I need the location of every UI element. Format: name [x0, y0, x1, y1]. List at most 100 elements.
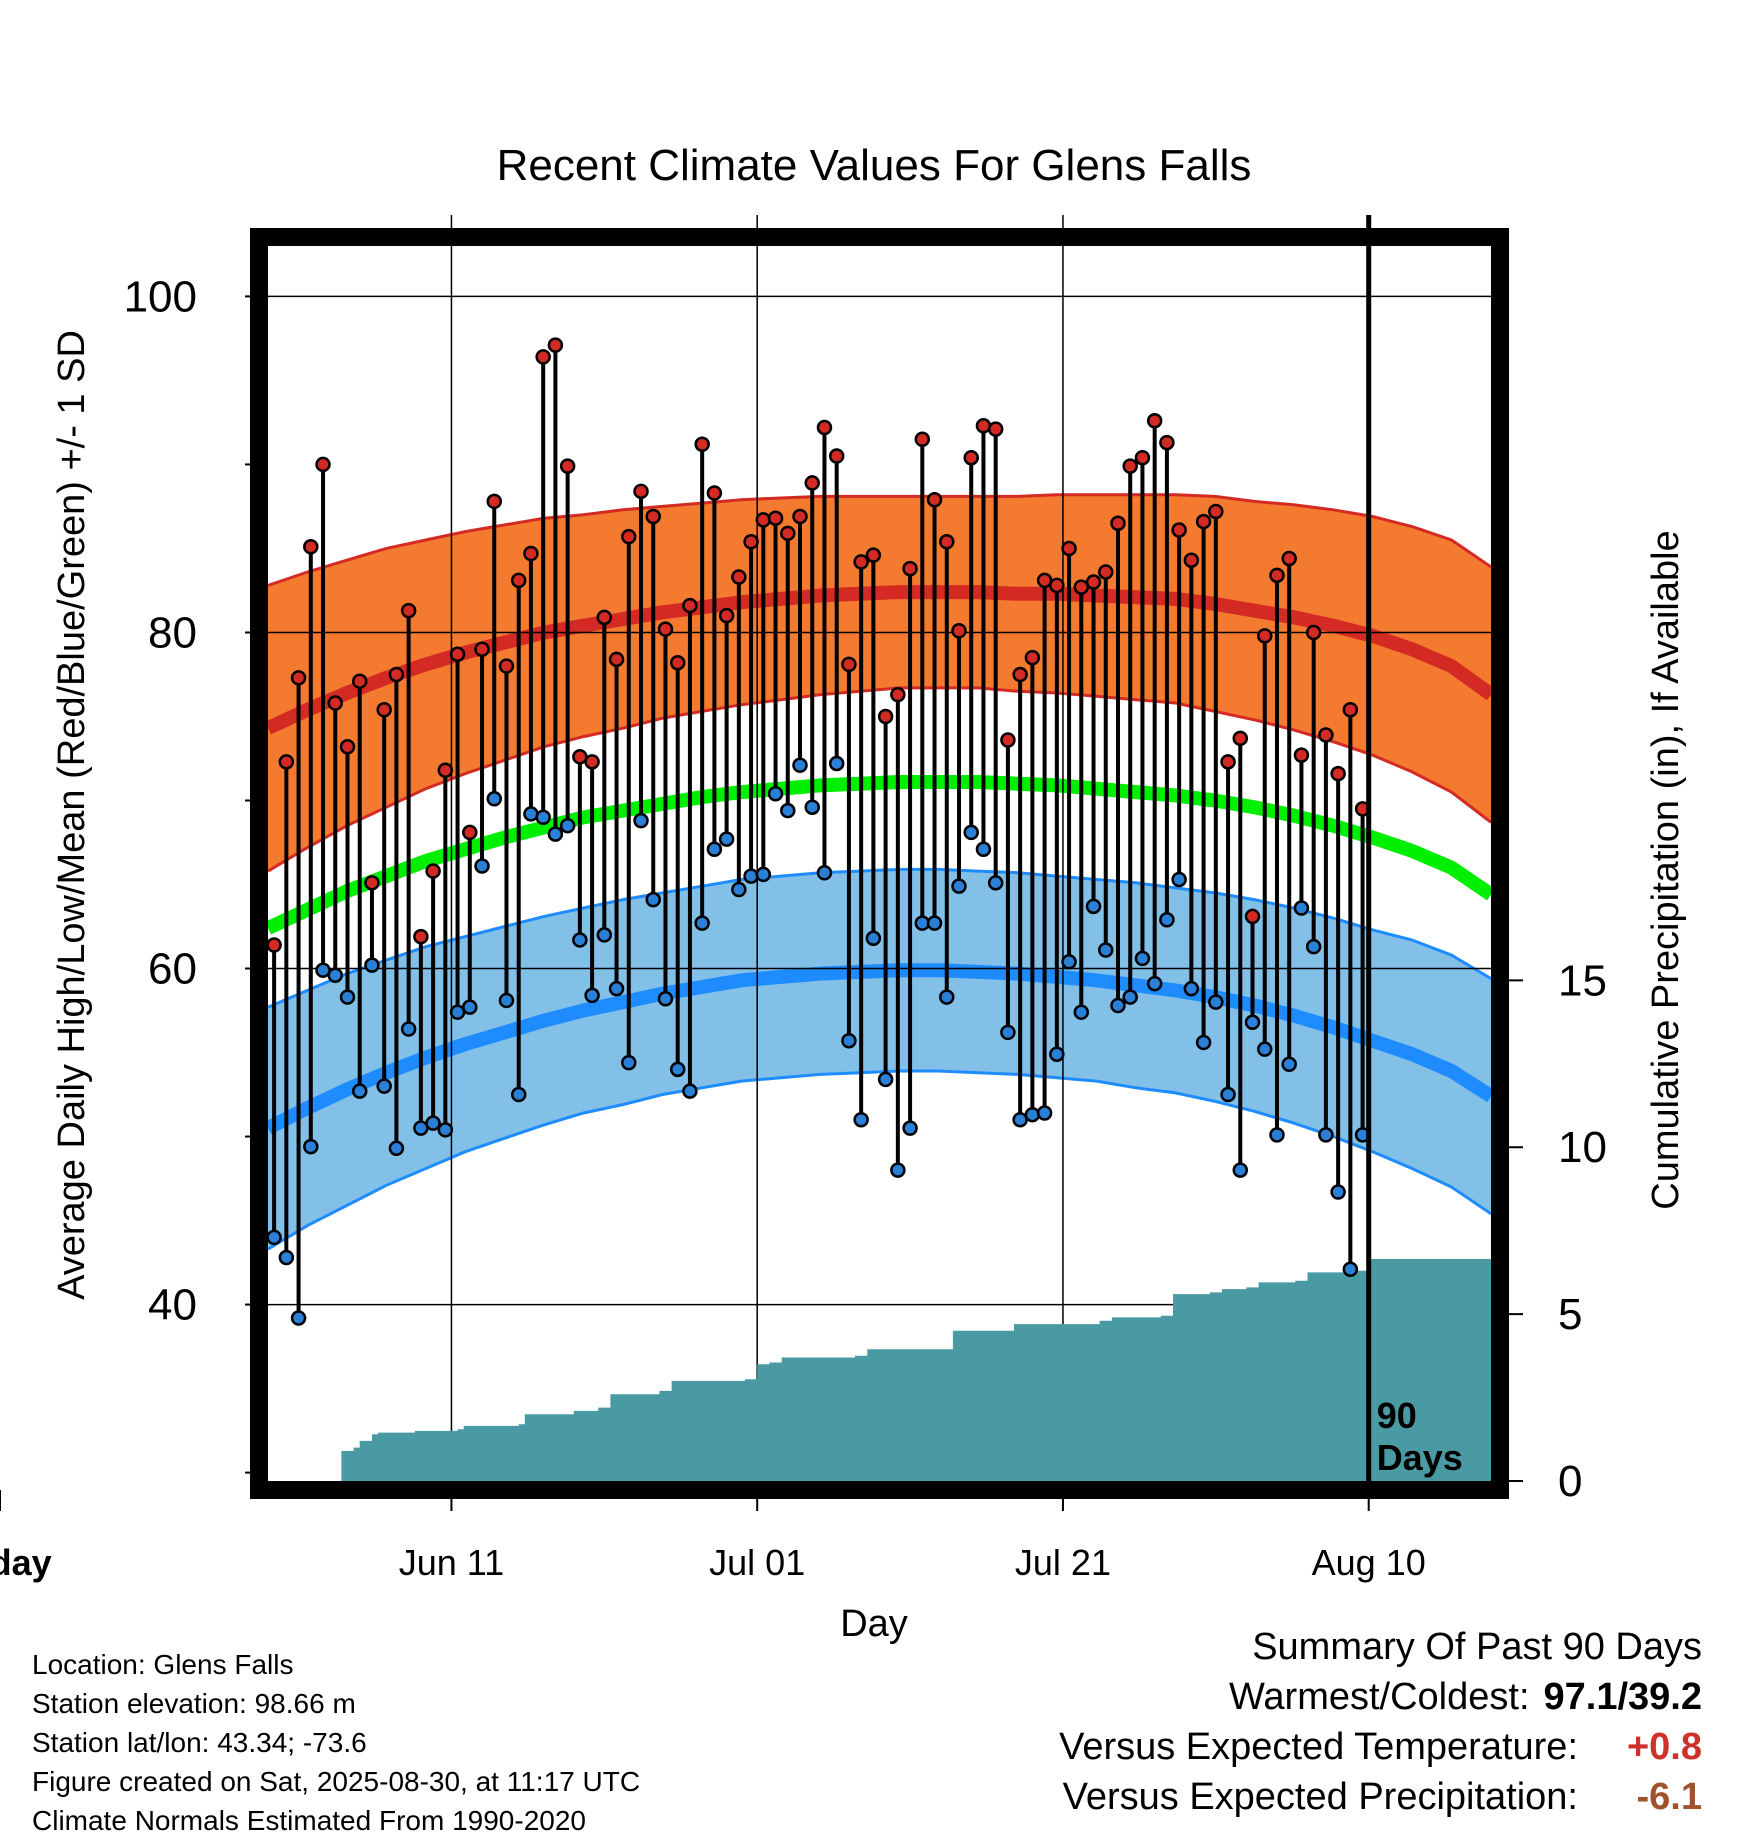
daily-low-point	[682, 1083, 698, 1099]
daily-high-point	[963, 449, 979, 466]
daily-high-point	[792, 508, 808, 525]
daily-high-point	[596, 609, 613, 626]
daily-high-point	[462, 824, 478, 841]
warm-cold-value: 97.1/39.2	[1543, 1676, 1702, 1718]
daily-high-point	[1159, 434, 1175, 451]
daily-low-point	[425, 1115, 441, 1131]
daily-low-point	[1342, 1261, 1359, 1278]
daily-low-point	[1171, 871, 1187, 888]
daily-high-point	[1183, 552, 1200, 568]
plot-frame	[250, 228, 1509, 1499]
daily-low-point	[1293, 900, 1310, 916]
daily-high-point	[1110, 515, 1126, 531]
normal-mean-line	[268, 775, 1491, 935]
daily-low-point	[523, 806, 539, 822]
daily-low-point	[559, 817, 576, 834]
summary-panel: Summary Of Past 90 Days Warmest/Coldest:…	[1059, 1622, 1702, 1822]
daily-low-point	[1330, 1184, 1346, 1200]
daily-low-point	[1281, 1056, 1297, 1073]
chart-title: Recent Climate Values For Glens Falls	[497, 141, 1252, 190]
daily-high-point	[1220, 754, 1236, 770]
daily-low-point	[266, 1229, 282, 1246]
daily-high-point	[339, 738, 356, 755]
y-tick-label: 100	[124, 272, 197, 321]
daily-high-point	[1281, 550, 1297, 567]
daily-low-point	[1318, 1127, 1334, 1143]
x-tick-label: Jun 11	[399, 1542, 504, 1583]
daily-low-point	[853, 1111, 869, 1128]
daily-high-point	[523, 545, 539, 562]
daily-low-point	[1195, 1034, 1212, 1051]
daily-low-point	[1110, 997, 1126, 1014]
daily-high-point	[682, 597, 698, 614]
daily-high-point	[437, 762, 454, 778]
daily-high-point	[413, 928, 429, 945]
daily-high-point	[1134, 449, 1151, 466]
today-days-label-line: Days	[1377, 1437, 1463, 1478]
daily-high-point	[890, 686, 906, 703]
daily-high-point	[1232, 730, 1249, 747]
daily-low-point	[767, 786, 784, 802]
daily-low-point	[890, 1162, 906, 1178]
temp-anomaly-label: Versus Expected Temperature:	[1059, 1726, 1578, 1768]
y-tick-label: 80	[148, 608, 197, 657]
daily-low-point	[351, 1083, 368, 1099]
low-sd-band	[268, 869, 1491, 1250]
x-tick-label: Today	[0, 1542, 52, 1583]
daily-low-point	[669, 1061, 686, 1078]
daily-low-point	[1000, 1024, 1016, 1041]
daily-high-point	[547, 337, 564, 353]
daily-low-point	[278, 1249, 295, 1266]
daily-high-point	[498, 658, 515, 674]
daily-high-point	[449, 646, 466, 663]
daily-low-point	[462, 999, 478, 1015]
daily-low-point	[1134, 950, 1151, 967]
daily-high-point	[1146, 412, 1163, 429]
daily-low-point	[572, 932, 588, 948]
daily-high-point	[816, 419, 833, 436]
y-axis-label: Average Daily High/Low/Mean (Red/Blue/Gr…	[51, 330, 93, 1300]
daily-high-point	[1244, 908, 1261, 925]
daily-high-point	[278, 754, 295, 770]
y2-tick-label: 15	[1558, 956, 1607, 1005]
daily-low-point	[816, 864, 833, 881]
warm-cold-label: Warmest/Coldest:	[1228, 1676, 1530, 1718]
daily-high-point	[1012, 666, 1028, 683]
daily-high-point	[780, 525, 796, 542]
daily-low-point	[1305, 938, 1322, 955]
daily-high-point	[364, 875, 380, 891]
daily-low-point	[1269, 1127, 1285, 1143]
daily-high-point	[474, 641, 490, 658]
daily-high-point	[657, 621, 674, 637]
daily-high-point	[400, 602, 417, 619]
x-tick-label: Jul 21	[1015, 1542, 1111, 1583]
daily-low-point	[1256, 1041, 1273, 1057]
daily-high-point	[1256, 628, 1273, 644]
daily-high-point	[1195, 513, 1212, 530]
daily-low-point	[926, 915, 943, 931]
daily-high-point	[327, 695, 344, 711]
daily-low-point	[364, 957, 380, 973]
daily-high-point	[939, 533, 955, 550]
daily-high-point	[535, 349, 551, 365]
summary-temp: Versus Expected Temperature: +0.8	[1059, 1722, 1702, 1772]
daily-low-point	[1036, 1105, 1053, 1121]
daily-high-point	[951, 623, 967, 639]
daily-low-point	[1073, 1004, 1090, 1020]
daily-high-point	[841, 656, 857, 673]
daily-low-point	[535, 809, 551, 826]
daily-low-point	[1220, 1086, 1236, 1103]
daily-high-point	[1342, 702, 1359, 718]
daily-high-point	[902, 560, 918, 577]
low-sd-band-lower-edge	[268, 1069, 1491, 1251]
daily-low-point	[877, 1071, 894, 1088]
daily-high-point	[1024, 649, 1041, 666]
daily-low-point	[290, 1310, 307, 1326]
daily-low-point	[828, 755, 845, 772]
station-info: Location: Glens Falls Station elevation:…	[32, 1645, 640, 1840]
daily-low-point	[596, 927, 613, 943]
daily-high-point	[865, 547, 882, 563]
daily-high-point	[266, 937, 282, 953]
daily-low-point	[743, 868, 759, 884]
daily-low-point	[1085, 898, 1102, 915]
